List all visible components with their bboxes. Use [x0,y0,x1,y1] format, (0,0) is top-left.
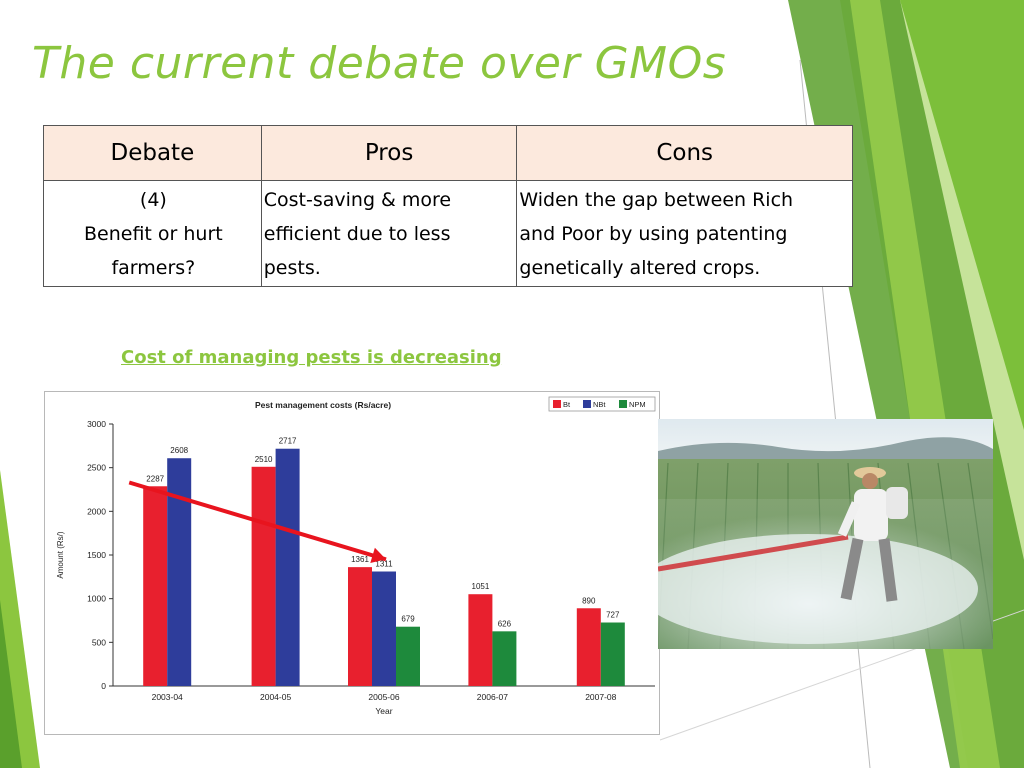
bar-data-label: 2510 [255,455,273,464]
bar-bt-2003-04 [143,486,168,686]
header-cons: Cons [516,125,853,181]
cell-cons-line-3: genetically altered crops. [519,257,761,279]
legend-swatch-bt [553,400,561,408]
bar-data-label: 2287 [146,474,164,483]
legend-swatch-nbt [583,400,591,408]
x-axis-label: Year [375,706,392,716]
bar-data-label: 1361 [351,555,369,564]
farmer-figure [837,467,908,602]
cell-cons-line-1: Widen the gap between Rich [519,189,794,211]
legend-label-npm: NPM [629,400,646,409]
chart-title: Pest management costs (Rs/acre) [255,400,391,410]
cell-debate: (4) Benefit or hurt farmers? [43,180,262,287]
farmer-spraying-crops-icon [658,419,993,649]
photo-mist-cloud [658,534,978,644]
x-tick-label: 2005-06 [368,692,399,702]
chart-caption: Cost of managing pests is decreasing [121,347,502,368]
bar-bt-2004-05 [251,466,276,686]
y-tick-label: 0 [101,681,106,691]
bar-data-label: 2608 [170,446,188,455]
legend-swatch-npm [619,400,627,408]
slide-title: The current debate over GMOs [32,38,727,89]
header-debate: Debate [43,125,262,181]
bar-data-label: 1051 [472,582,490,591]
farmer-spraying-photo [658,419,993,649]
cell-debate-line-1: (4) [139,189,167,211]
pest-cost-chart: Pest management costs (Rs/acre) 0 500 1000 1… [44,391,660,735]
x-tick-label: 2003-04 [152,692,183,702]
chart-svg: Pest management costs (Rs/acre) 0 500 1000 1… [56,396,656,716]
bar-bt-2006-07 [468,594,493,686]
x-tick-label: 2004-05 [260,692,291,702]
cell-cons: Widen the gap between Rich and Poor by u… [516,180,853,287]
bar-data-label: 727 [606,611,620,620]
trend-arrow-head [370,547,386,564]
cell-pros-line-3: pests. [263,257,321,279]
bar-data-label: 2717 [279,437,297,446]
y-tick-label: 2000 [87,506,106,516]
debate-table: Debate Pros Cons (4) Benefit or hurt far… [43,125,853,287]
y-tick-label: 3000 [87,419,106,429]
bar-data-label: 626 [498,619,512,628]
photo-hills [658,437,993,463]
legend-label-nbt: NBt [593,400,606,409]
y-axis-label: Amount (Rs/) [56,531,65,578]
bar-bt-2007-08 [576,608,601,686]
bar-nbt-2003-04 [167,458,192,686]
bar-bt-2005-06 [348,567,372,686]
cell-debate-line-2: Benefit or hurt [84,223,223,245]
cell-pros: Cost-saving & more efficient due to less… [260,180,518,287]
x-tick-label: 2007-08 [585,692,616,702]
cell-pros-line-2: efficient due to less [263,223,451,245]
bar-data-label: 679 [401,615,415,624]
cell-pros-line-1: Cost-saving & more [263,189,452,211]
bar-npm-2007-08 [600,622,625,686]
table-header-row: Debate Pros Cons [43,125,853,181]
bar-nbt-2004-05 [275,448,300,686]
bar-npm-2005-06 [396,626,420,686]
cell-debate-line-3: farmers? [111,257,196,279]
trend-arrow-line [128,480,387,562]
table-row: (4) Benefit or hurt farmers? Cost-saving… [43,180,853,287]
header-pros: Pros [260,125,518,181]
decor-band-mid [900,0,1024,430]
bar-npm-2006-07 [492,631,517,686]
y-tick-label: 1000 [87,594,106,604]
bar-data-label: 1311 [375,560,393,569]
y-tick-label: 1500 [87,550,106,560]
legend-box [548,396,656,412]
decor-left-corner-dark [0,600,22,768]
x-tick-label: 2006-07 [477,692,508,702]
legend-label-bt: Bt [563,400,571,409]
cell-cons-line-2: and Poor by using patenting [519,223,788,245]
bar-nbt-2005-06 [372,571,396,686]
spray-hose [658,534,849,572]
bar-data-label: 890 [582,596,596,605]
y-tick-label: 2500 [87,463,106,473]
y-tick-label: 500 [92,637,106,647]
